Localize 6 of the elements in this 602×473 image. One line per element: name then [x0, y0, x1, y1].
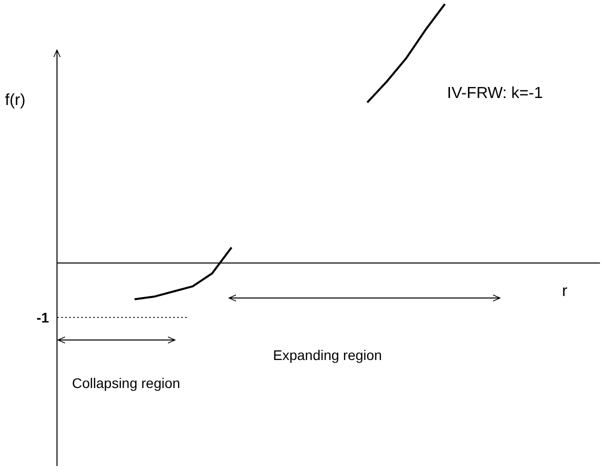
y-axis-title: f(r) [5, 92, 26, 109]
text: IV-FRW: k=-1 [447, 85, 543, 102]
text: Collapsing region [72, 375, 180, 391]
text: -1 [36, 309, 50, 326]
text: Expanding region [273, 347, 382, 363]
x-axis-title: r [562, 283, 568, 300]
